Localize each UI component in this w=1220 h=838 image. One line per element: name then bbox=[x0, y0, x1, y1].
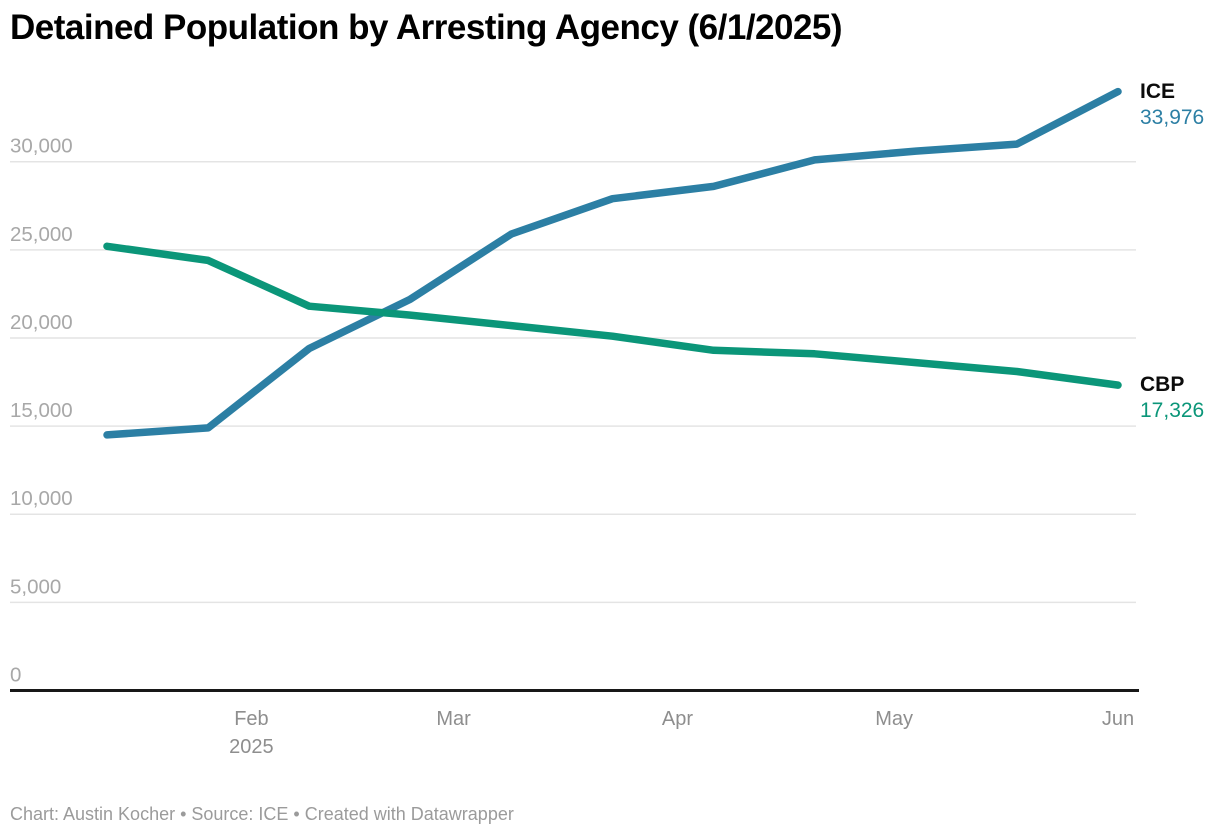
y-tick-label: 25,000 bbox=[10, 223, 73, 246]
y-tick-label: 30,000 bbox=[10, 135, 73, 158]
page-title: Detained Population by Arresting Agency … bbox=[10, 8, 843, 47]
x-tick-label: May bbox=[875, 708, 913, 730]
x-tick-label: Feb bbox=[234, 708, 268, 730]
series-end-label-ice: ICE 33,976 bbox=[1140, 79, 1220, 131]
y-tick-label: 5,000 bbox=[10, 575, 61, 598]
y-tick-label: 20,000 bbox=[10, 311, 73, 334]
series-value-cbp: 17,326 bbox=[1140, 399, 1205, 423]
x-tick-label: Jun bbox=[1102, 708, 1134, 730]
x-tick-label: Mar bbox=[436, 708, 471, 730]
y-tick-label: 15,000 bbox=[10, 399, 73, 422]
x-tick-label: Apr bbox=[662, 708, 693, 730]
y-tick-label: 10,000 bbox=[10, 487, 73, 510]
series-end-label-cbp: CBP 17,326 bbox=[1140, 372, 1220, 424]
x-tick-sublabel: 2025 bbox=[229, 736, 274, 758]
series-name-ice: ICE bbox=[1140, 79, 1176, 103]
series-value-ice: 33,976 bbox=[1140, 105, 1205, 129]
series-name-cbp: CBP bbox=[1140, 373, 1185, 397]
y-tick-label: 0 bbox=[10, 664, 21, 687]
series-line-ice bbox=[103, 87, 1122, 439]
footer-credit: Chart: Austin Kocher • Source: ICE • Cre… bbox=[10, 804, 514, 824]
series-line-cbp bbox=[103, 242, 1122, 389]
